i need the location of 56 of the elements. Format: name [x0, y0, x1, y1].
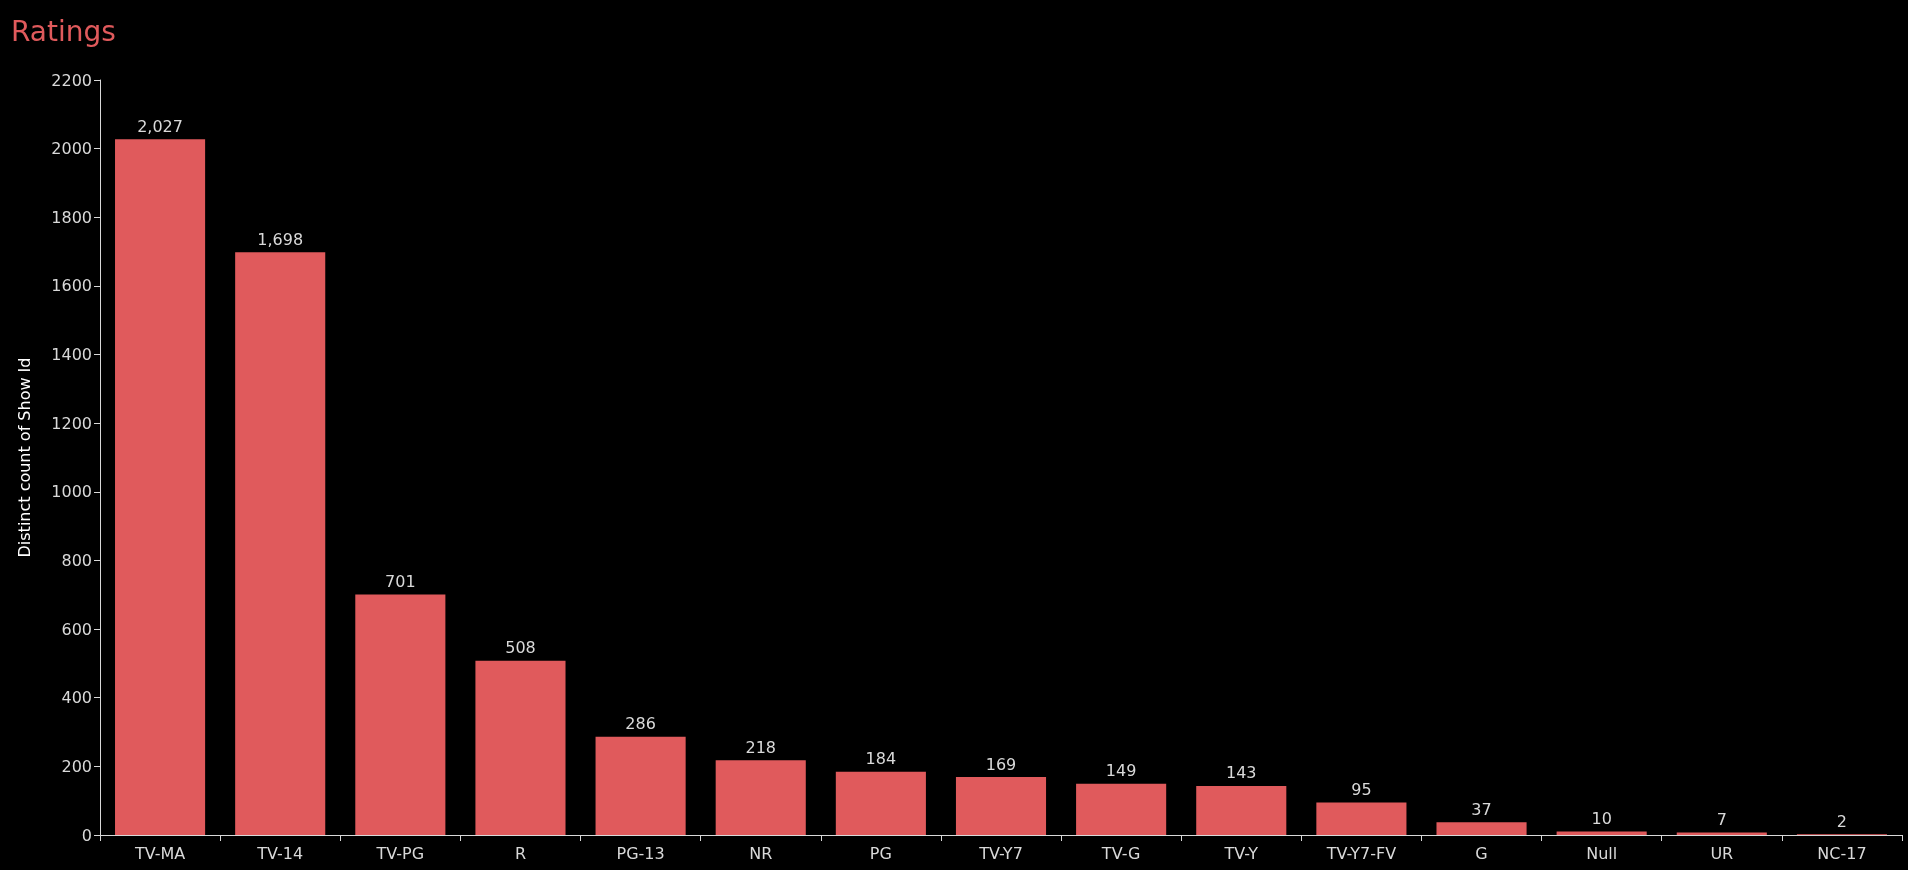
- y-tick-label: 600: [61, 619, 92, 639]
- x-tick-label: PG: [869, 843, 892, 863]
- y-tick-label: 1800: [51, 207, 92, 227]
- bar: [1316, 802, 1407, 835]
- bar: [475, 660, 566, 835]
- y-tick-label: 2000: [51, 139, 92, 159]
- bar: [835, 771, 926, 835]
- x-tick-label: Null: [1586, 843, 1618, 863]
- x-tick-label: TV-MA: [133, 843, 186, 863]
- data-label: 143: [1225, 763, 1257, 783]
- bar: [115, 139, 206, 835]
- x-tick-label: PG-13: [616, 843, 665, 863]
- data-label: 1,698: [257, 229, 304, 249]
- data-label: 286: [625, 714, 656, 734]
- y-axis-title: Distinct count of Show Id: [14, 357, 34, 558]
- bar: [235, 252, 326, 835]
- data-label: 10: [1591, 809, 1612, 829]
- x-tick-label: TV-Y7-FV: [1325, 843, 1397, 863]
- x-tick-label: UR: [1710, 843, 1734, 863]
- y-tick-label: 2200: [51, 70, 92, 90]
- x-tick-label: TV-G: [1100, 843, 1141, 863]
- x-tick-label: R: [514, 843, 527, 863]
- data-label: 37: [1471, 799, 1492, 819]
- data-label: 169: [985, 754, 1017, 774]
- y-tick-label: 1400: [51, 345, 92, 365]
- y-tick-label: 400: [61, 688, 92, 708]
- x-tick-label: TV-Y: [1223, 843, 1259, 863]
- data-label: 701: [385, 571, 416, 591]
- data-label: 2: [1836, 811, 1848, 831]
- y-tick-label: 0: [81, 825, 92, 845]
- y-tick-label: 1000: [51, 482, 92, 502]
- bar: [355, 594, 446, 835]
- chart-title: Ratings: [11, 14, 116, 48]
- data-label: 184: [865, 749, 897, 769]
- data-label: 2,027: [137, 116, 183, 136]
- x-tick-label: TV-PG: [375, 843, 425, 863]
- x-tick-label: G: [1475, 843, 1488, 863]
- bar: [1196, 785, 1287, 835]
- bar: [1436, 822, 1527, 835]
- x-tick-label: NC-17: [1817, 843, 1867, 863]
- data-label: 149: [1105, 761, 1137, 781]
- y-tick-label: 1600: [51, 276, 92, 296]
- y-tick-label: 800: [61, 550, 92, 570]
- data-label: 218: [745, 737, 777, 757]
- bar: [955, 777, 1047, 835]
- y-tick-label: 200: [61, 756, 92, 776]
- bar: [1076, 783, 1167, 835]
- x-tick-label: NR: [749, 843, 773, 863]
- bar: [595, 736, 686, 835]
- data-label: 7: [1716, 810, 1727, 830]
- x-tick-label: TV-14: [256, 843, 304, 863]
- data-label: 95: [1351, 779, 1372, 799]
- y-tick-label: 1200: [51, 413, 92, 433]
- bar: [715, 760, 806, 835]
- data-label: 508: [505, 638, 536, 658]
- x-tick-label: TV-Y7: [978, 843, 1023, 863]
